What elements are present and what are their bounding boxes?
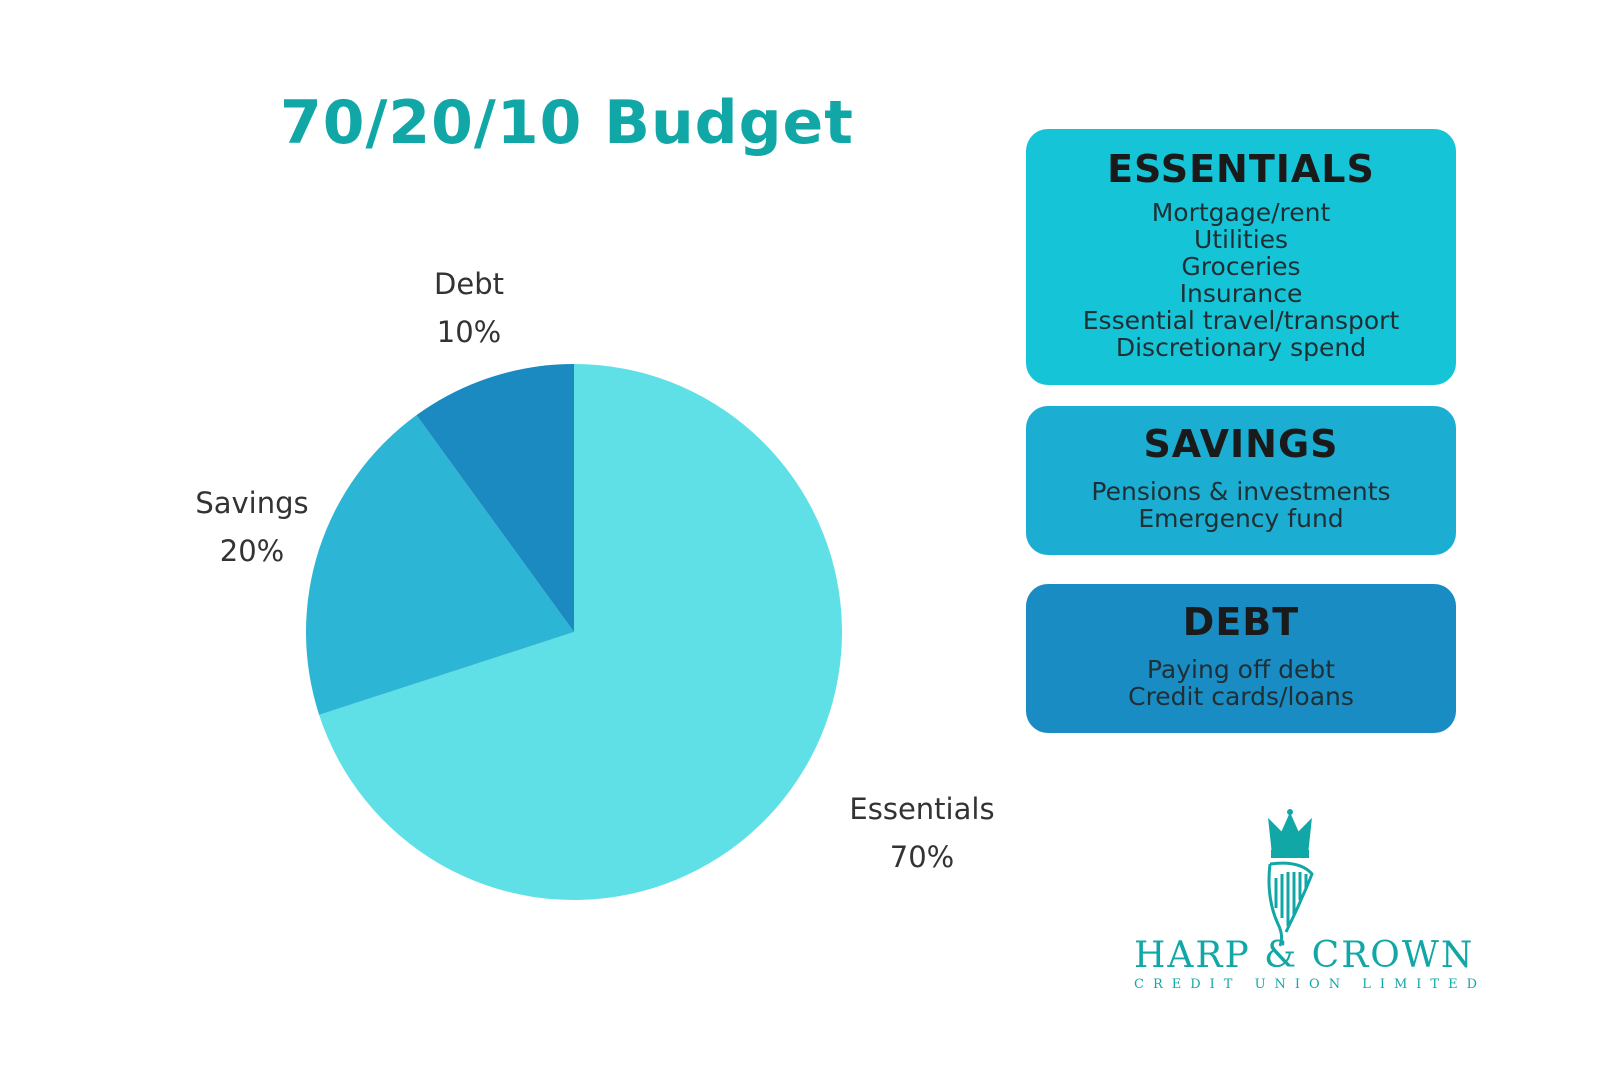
slice-label-debt: Debt [434, 267, 504, 301]
essentials-item: Mortgage/rent [1151, 198, 1331, 227]
essentials-card: ESSENTIALS Mortgage/rent Utilities Groce… [1026, 129, 1456, 385]
essentials-item: Essential travel/transport [1082, 306, 1400, 335]
pie-slice-debt [416, 364, 574, 632]
harp-crown-icon [1267, 809, 1314, 947]
savings-card: SAVINGS Pensions & investments Emergency… [1026, 406, 1456, 555]
slice-value-essentials: 70% [890, 840, 954, 874]
slice-value-savings: 20% [220, 534, 284, 568]
brand-subtitle: CREDIT UNION LIMITED [1134, 977, 1487, 992]
debt-item: Paying off debt [1146, 655, 1336, 684]
pie-chart: Essentials 70% Savings 20% Debt 10% [195, 267, 995, 900]
debt-card-title: DEBT [1182, 600, 1300, 644]
brand-name: HARP & CROWN [1134, 935, 1475, 976]
savings-item: Emergency fund [1138, 504, 1344, 533]
debt-item: Credit cards/loans [1128, 682, 1354, 711]
slice-label-savings: Savings [195, 486, 308, 520]
savings-card-title: SAVINGS [1143, 422, 1339, 466]
essentials-item: Groceries [1181, 252, 1301, 281]
essentials-item: Utilities [1193, 225, 1289, 254]
essentials-card-title: ESSENTIALS [1107, 147, 1375, 191]
essentials-item: Discretionary spend [1115, 333, 1367, 362]
pie-slice-essentials [319, 364, 843, 900]
essentials-item: Insurance [1179, 279, 1303, 308]
chart-title: 70/20/10 Budget [280, 88, 854, 158]
debt-card: DEBT Paying off debt Credit cards/loans [1026, 584, 1456, 733]
savings-item: Pensions & investments [1091, 477, 1391, 506]
pie-slice-savings [306, 415, 574, 715]
slice-value-debt: 10% [437, 315, 501, 349]
slice-label-essentials: Essentials [849, 792, 994, 826]
